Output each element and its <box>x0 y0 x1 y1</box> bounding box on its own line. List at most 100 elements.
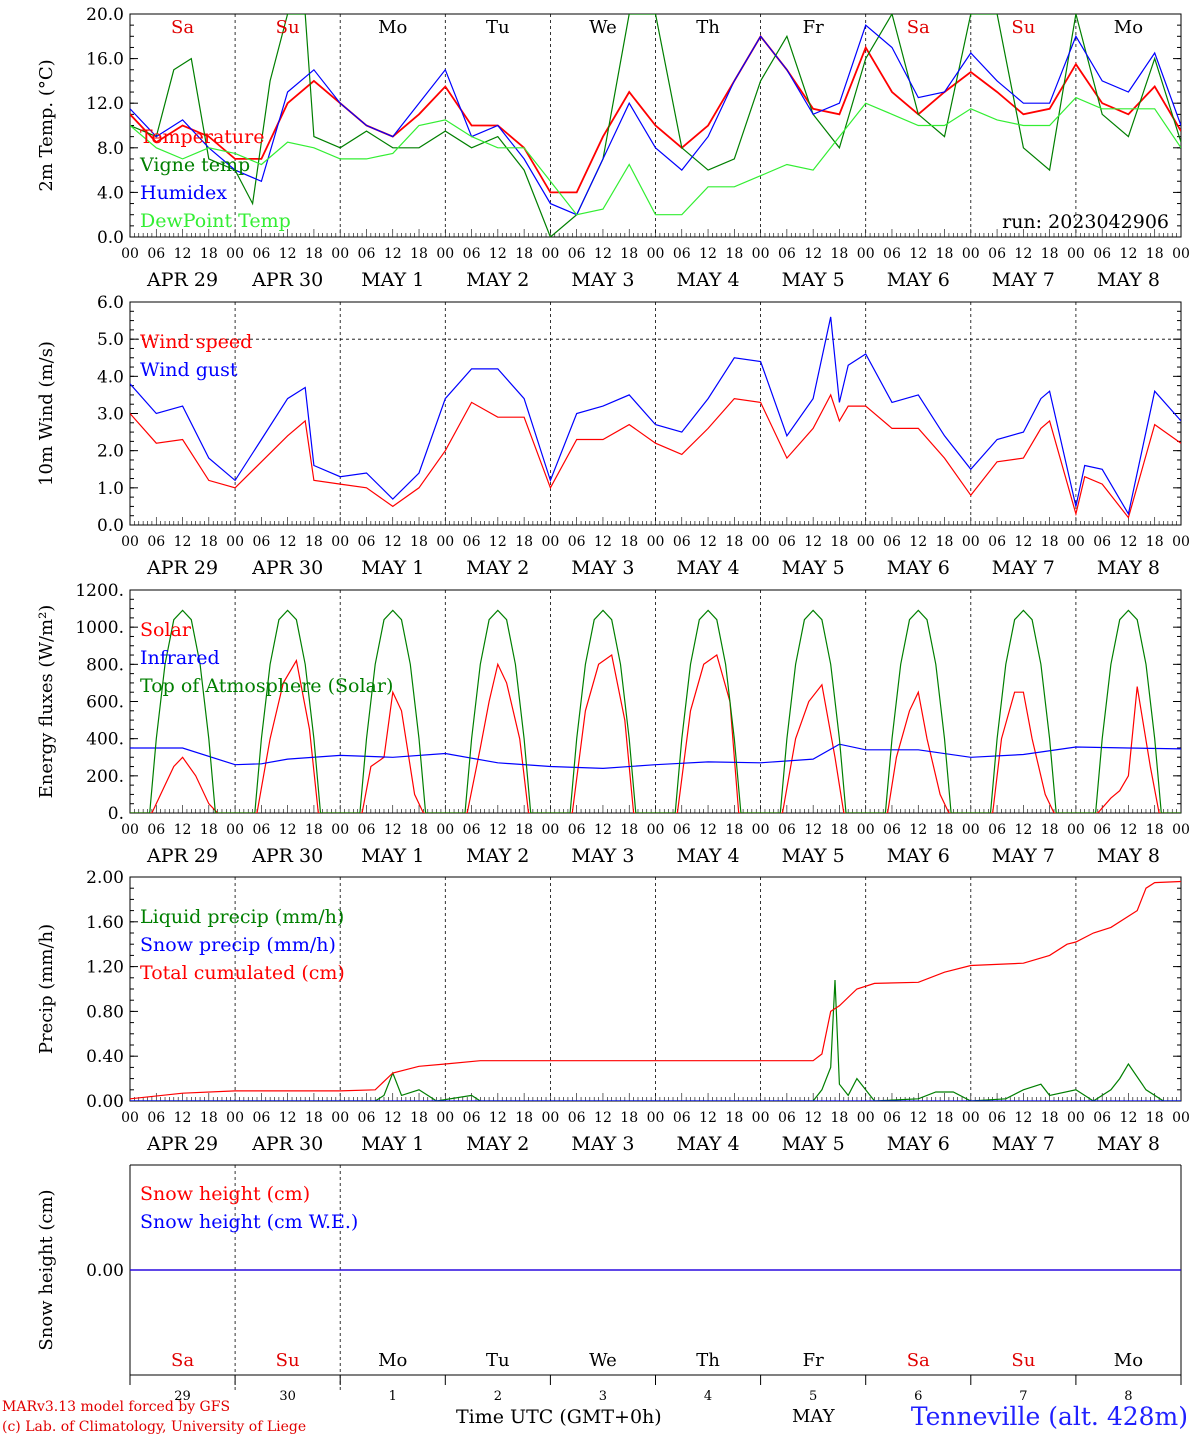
y-tick-label: 0. <box>108 804 124 824</box>
x-hour-label: 00 <box>857 1110 875 1126</box>
x-date-label: MAY 4 <box>677 845 740 867</box>
x-hour-label: 06 <box>988 1110 1006 1126</box>
x-hour-label: 06 <box>778 822 796 838</box>
y-tick-label: 4.0 <box>97 183 124 203</box>
x-hour-label: 18 <box>410 246 428 262</box>
x-hour-label: 12 <box>489 246 507 262</box>
panel-3: 0. 200. 400. 600. 800. 1000. 1200. Energy fluxe… <box>36 581 1190 867</box>
x-hour-label: 06 <box>463 246 481 262</box>
y-tick-label: 1.60 <box>86 913 124 933</box>
x-hour-label: 06 <box>463 534 481 550</box>
x-hour-label: 18 <box>305 822 323 838</box>
x-hour-label: 06 <box>778 246 796 262</box>
y-tick-label: 0.0 <box>97 516 124 536</box>
x-hour-label: 12 <box>594 1110 612 1126</box>
x-hour-label: 12 <box>804 1110 822 1126</box>
day-abbrev-bottom: Sa <box>907 1350 930 1371</box>
x-hour-label: 00 <box>436 246 454 262</box>
y-tick-label: 600. <box>86 693 124 713</box>
x-date-label: MAY 5 <box>782 1133 845 1155</box>
x-date-label: APR 30 <box>251 1133 323 1155</box>
y-tick-label: 2.0 <box>97 442 124 462</box>
x-hour-label: 18 <box>200 1110 218 1126</box>
x-date-label: APR 29 <box>146 269 218 291</box>
x-hour-label: 06 <box>1093 822 1111 838</box>
panel-5: 0.00 Snow height (cm) Snow height (cm) Snow… <box>36 1164 1182 1390</box>
x-date-label: MAY 3 <box>571 1133 634 1155</box>
legend-entry: Top of Atmosphere (Solar) <box>140 675 393 697</box>
x-hour-label: 12 <box>699 1110 717 1126</box>
series-vigne-temp <box>130 14 1181 237</box>
x-hour-label: 00 <box>1067 246 1085 262</box>
x-hour-label: 18 <box>831 1110 849 1126</box>
x-date-label: MAY 1 <box>361 1133 424 1155</box>
x-date-label: MAY 2 <box>466 557 529 579</box>
day-abbrev-bottom: Mo <box>1114 1350 1143 1371</box>
x-hour-label: 06 <box>1093 246 1111 262</box>
y-tick-label: 1.20 <box>86 958 124 978</box>
x-hour-label: 06 <box>778 1110 796 1126</box>
x-date-label: APR 29 <box>146 845 218 867</box>
x-hour-label: 06 <box>1093 1110 1111 1126</box>
x-hour-label: 12 <box>384 534 402 550</box>
x-hour-label: 18 <box>620 534 638 550</box>
day-number: 29 <box>174 1389 191 1404</box>
day-number: 6 <box>914 1389 922 1404</box>
x-hour-label: 12 <box>594 822 612 838</box>
series-dewpoint-temp <box>130 96 1181 216</box>
x-date-label: MAY 1 <box>361 845 424 867</box>
x-hour-label: 12 <box>1120 534 1138 550</box>
x-hour-label: 00 <box>962 1110 980 1126</box>
legend-entry: Snow precip (mm/h) <box>140 934 336 956</box>
x-hour-label: 18 <box>410 822 428 838</box>
x-date-label: MAY 5 <box>782 269 845 291</box>
x-hour-label: 00 <box>647 1110 665 1126</box>
x-hour-label: 06 <box>673 534 691 550</box>
x-date-label: MAY 4 <box>677 557 740 579</box>
x-date-label: MAY 1 <box>361 269 424 291</box>
x-hour-label: 12 <box>384 246 402 262</box>
x-hour-label: 18 <box>936 246 954 262</box>
legend-entry: Temperature <box>140 126 264 148</box>
x-date-label: MAY 7 <box>992 1133 1055 1155</box>
x-hour-label: 12 <box>489 822 507 838</box>
day-abbrev-bottom: Th <box>696 1350 720 1371</box>
x-hour-label: 18 <box>725 246 743 262</box>
day-abbrev-top: Th <box>696 17 720 38</box>
x-hour-label: 12 <box>1014 1110 1032 1126</box>
x-hour-label: 00 <box>436 534 454 550</box>
series-humidex <box>130 24 1181 216</box>
series-temperature <box>130 34 1181 194</box>
x-hour-label: 00 <box>226 1110 244 1126</box>
x-date-label: APR 30 <box>251 557 323 579</box>
x-hour-label: 00 <box>1067 822 1085 838</box>
x-hour-label: 00 <box>541 822 559 838</box>
y-tick-label: 1.0 <box>97 479 124 499</box>
x-hour-label: 00 <box>857 246 875 262</box>
x-date-label: APR 29 <box>146 557 218 579</box>
x-hour-label: 06 <box>147 534 165 550</box>
plot-frame <box>129 301 1182 526</box>
x-hour-label: 00 <box>541 1110 559 1126</box>
x-hour-label: 06 <box>673 1110 691 1126</box>
legend-entry: Solar <box>140 619 192 641</box>
day-abbrev-top: We <box>589 17 617 38</box>
x-hour-label: 00 <box>436 1110 454 1126</box>
x-hour-label: 06 <box>252 822 270 838</box>
x-hour-label: 00 <box>1067 1110 1085 1126</box>
x-hour-label: 18 <box>200 534 218 550</box>
day-abbrev-top: Fr <box>803 17 824 38</box>
x-hour-label: 00 <box>1172 534 1190 550</box>
x-hour-label: 12 <box>909 822 927 838</box>
x-hour-label: 06 <box>147 1110 165 1126</box>
x-hour-label: 12 <box>909 1110 927 1126</box>
x-date-label: MAY 3 <box>571 269 634 291</box>
x-date-label: MAY 2 <box>466 845 529 867</box>
x-hour-label: 06 <box>358 822 376 838</box>
y-tick-label: 0.0 <box>97 228 124 248</box>
y-tick-label: 1000. <box>75 618 124 638</box>
x-hour-label: 18 <box>305 1110 323 1126</box>
x-date-label: MAY 7 <box>992 845 1055 867</box>
x-hour-label: 00 <box>121 822 139 838</box>
